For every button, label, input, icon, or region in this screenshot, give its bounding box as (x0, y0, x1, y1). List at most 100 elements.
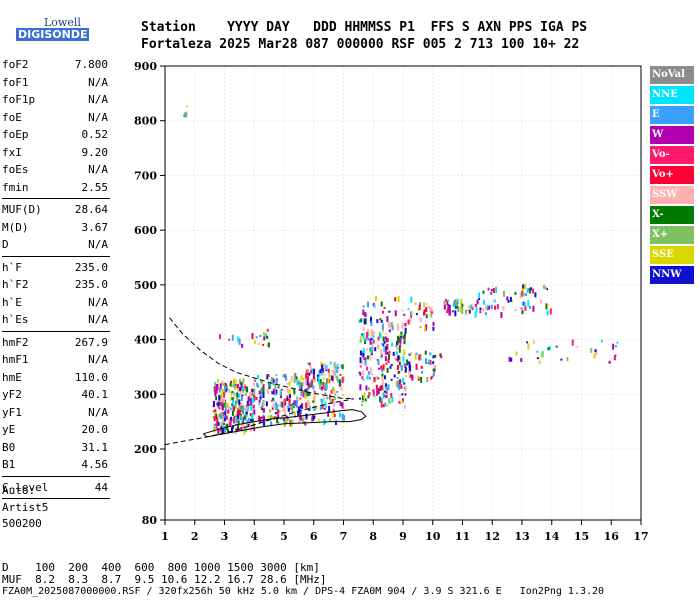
echo-point (377, 388, 380, 395)
echo-point (292, 387, 295, 391)
param-value: 7.800 (74, 58, 108, 71)
echo-point (439, 354, 442, 357)
echo-point (341, 377, 344, 384)
echo-point (425, 302, 428, 305)
echo-point (382, 404, 385, 408)
echo-point (397, 295, 400, 302)
echo-point (232, 406, 235, 412)
echo-point (370, 342, 373, 346)
echo-point (401, 393, 404, 396)
echo-point (485, 305, 488, 311)
echo-point (432, 326, 435, 331)
echo-point (270, 421, 273, 427)
echo-point (248, 404, 251, 407)
echo-point (240, 382, 243, 386)
echo-point (410, 310, 413, 316)
echo-point (522, 293, 525, 297)
echo-point (534, 292, 537, 298)
echo-point (216, 402, 219, 406)
echo-point (367, 371, 370, 376)
echo-point (381, 323, 384, 330)
echo-point (362, 333, 365, 339)
echo-point (382, 385, 385, 392)
x-tick-label: 5 (280, 530, 288, 543)
x-tick-label: 15 (574, 530, 589, 543)
echo-point (215, 384, 218, 391)
echo-point (269, 414, 272, 420)
echo-point (359, 357, 362, 364)
echo-point (218, 334, 221, 340)
echo-point (293, 377, 296, 383)
echo-point (541, 351, 544, 358)
param-value: N/A (88, 353, 108, 366)
echo-point (407, 319, 410, 325)
echo-point (369, 367, 372, 374)
echo-point (522, 301, 525, 306)
echo-point (290, 421, 293, 428)
echo-point (234, 385, 237, 388)
echo-point (298, 417, 301, 424)
y-tick-label: 300 (134, 388, 157, 401)
echo-point (524, 305, 527, 311)
echo-point (333, 397, 336, 401)
echo-point (289, 418, 292, 421)
param-row: foEs N/A (2, 163, 108, 181)
echo-point (263, 331, 266, 337)
echo-point (305, 413, 308, 420)
param-name: h`F (2, 260, 22, 274)
echo-point (396, 376, 399, 379)
echo-point (363, 392, 366, 399)
echo-point (383, 390, 386, 393)
echo-point (285, 419, 288, 423)
echo-point (218, 387, 221, 393)
echo-point (522, 284, 525, 289)
echo-point (432, 371, 435, 377)
echo-point (249, 418, 252, 422)
echo-point (237, 408, 240, 413)
echo-point (364, 337, 367, 342)
echo-point (391, 325, 394, 331)
echo-point (272, 388, 275, 395)
echo-point (474, 303, 477, 307)
echo-point (466, 309, 469, 312)
echo-point (432, 321, 435, 326)
echo-point (366, 355, 369, 360)
echo-point (216, 415, 219, 418)
echo-point (212, 400, 215, 407)
echo-point (183, 113, 186, 117)
echo-point (387, 384, 390, 391)
echo-point (257, 384, 260, 388)
echo-point (359, 384, 362, 391)
echo-point (232, 399, 235, 404)
echo-point (331, 376, 334, 382)
echo-point (520, 307, 523, 310)
echo-point (380, 349, 383, 356)
echo-point (360, 333, 363, 336)
polarization-legend: NoVal NNE E W Vo- Vo+ SSW X- X+ SSE NNW (650, 66, 694, 286)
param-value: 20.0 (81, 423, 109, 436)
echo-point (331, 369, 334, 374)
param-name: fmin (2, 180, 29, 194)
echo-point (384, 346, 387, 352)
echo-point (515, 351, 518, 356)
echo-point (365, 348, 368, 351)
echo-point (523, 302, 526, 307)
echo-point (385, 386, 388, 392)
echo-point (224, 382, 227, 389)
echo-point (376, 344, 379, 349)
echo-point (241, 390, 244, 393)
echo-point (323, 377, 326, 380)
echo-point (399, 341, 402, 345)
echo-point (240, 394, 243, 401)
echo-point (320, 361, 323, 367)
echo-point (305, 388, 308, 392)
logo-digisonde-text: DIGISONDE (16, 28, 90, 41)
echo-point (217, 421, 220, 426)
echo-point (374, 296, 377, 302)
echo-point (253, 379, 256, 386)
echo-point (233, 386, 236, 389)
echo-point (364, 359, 367, 366)
param-row: fxI 9.20 (2, 146, 108, 164)
param-value: 267.9 (74, 335, 108, 349)
echo-point (323, 387, 326, 391)
